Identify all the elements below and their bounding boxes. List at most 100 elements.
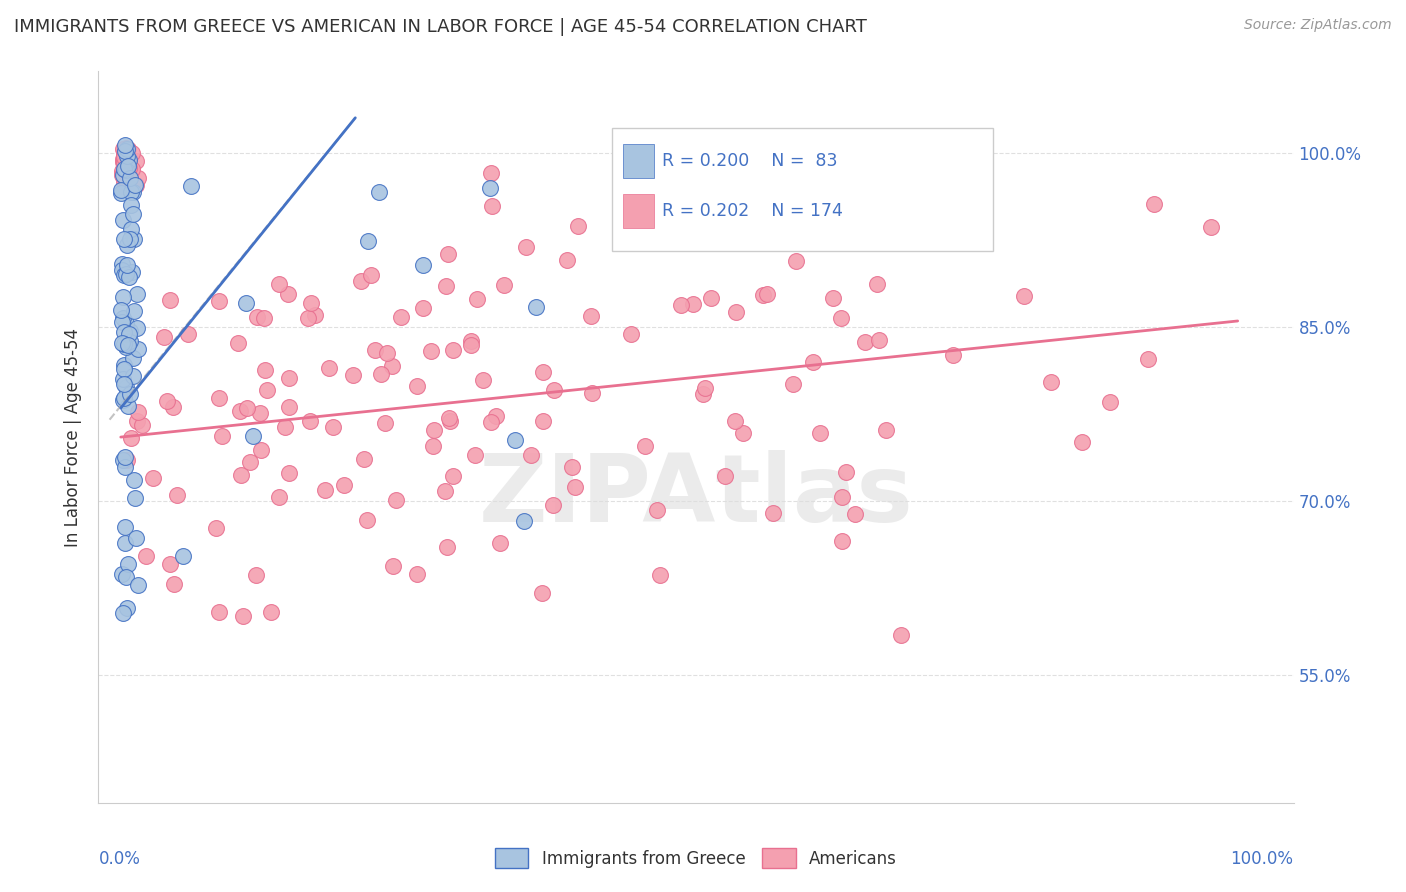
Point <box>700 291 723 305</box>
Point <box>389 310 412 324</box>
Point <box>226 336 249 351</box>
Point <box>733 426 755 441</box>
Point <box>110 302 132 317</box>
Point <box>110 186 132 201</box>
Text: 0.0%: 0.0% <box>98 850 141 868</box>
Point <box>555 253 578 268</box>
Point <box>127 578 149 592</box>
Point <box>142 470 165 484</box>
Point <box>250 443 273 458</box>
Point <box>114 162 136 177</box>
Point <box>235 296 257 310</box>
Point <box>111 290 134 304</box>
Point <box>118 163 141 178</box>
Point <box>531 365 554 379</box>
Point <box>115 173 138 187</box>
Point <box>110 183 132 197</box>
Point <box>111 168 134 182</box>
Point <box>619 327 641 342</box>
Point <box>111 154 134 169</box>
Point <box>866 277 889 292</box>
Point <box>405 567 427 582</box>
Point <box>117 399 139 413</box>
Point <box>269 277 291 291</box>
Point <box>253 363 276 377</box>
Point <box>162 400 184 414</box>
Point <box>120 186 142 200</box>
Point <box>114 180 136 194</box>
Point <box>229 468 252 483</box>
Point <box>112 142 135 156</box>
Point <box>115 161 138 176</box>
Point <box>166 488 188 502</box>
Point <box>114 460 136 475</box>
Point <box>299 414 322 428</box>
Point <box>318 361 340 376</box>
Point <box>277 287 299 301</box>
Point <box>695 381 717 395</box>
Point <box>441 468 464 483</box>
Point <box>125 531 148 545</box>
Point <box>1040 375 1063 389</box>
Point <box>890 628 912 642</box>
Legend: Immigrants from Greece, Americans: Immigrants from Greece, Americans <box>495 848 897 868</box>
Point <box>464 449 486 463</box>
Point <box>121 161 143 176</box>
Point <box>434 279 457 293</box>
Point <box>762 506 785 520</box>
Point <box>278 400 301 414</box>
Point <box>120 197 142 211</box>
Point <box>671 298 693 312</box>
Point <box>114 450 136 464</box>
Point <box>121 265 143 279</box>
Point <box>127 287 149 301</box>
Point <box>831 533 853 548</box>
Point <box>122 351 145 366</box>
Point <box>370 367 392 381</box>
Point <box>159 557 181 571</box>
Point <box>274 420 297 434</box>
Point <box>245 567 267 582</box>
Point <box>531 586 554 600</box>
Point <box>112 165 135 179</box>
Point <box>342 368 364 382</box>
Point <box>125 153 148 168</box>
Point <box>437 410 460 425</box>
Point <box>122 304 145 318</box>
Text: IMMIGRANTS FROM GREECE VS AMERICAN IN LABOR FORCE | AGE 45-54 CORRELATION CHART: IMMIGRANTS FROM GREECE VS AMERICAN IN LA… <box>14 18 868 36</box>
Point <box>682 297 704 311</box>
Point <box>650 567 672 582</box>
Point <box>441 343 464 357</box>
Point <box>350 274 373 288</box>
Point <box>115 141 138 155</box>
Point <box>135 549 157 563</box>
Point <box>423 423 446 437</box>
Point <box>478 180 501 194</box>
Point <box>297 310 319 325</box>
Point <box>235 401 257 415</box>
Point <box>120 171 142 186</box>
Point <box>520 449 543 463</box>
Point <box>543 384 565 398</box>
Point <box>531 414 554 428</box>
Point <box>111 392 134 407</box>
Point <box>114 520 136 534</box>
Point <box>112 268 135 283</box>
Point <box>481 199 503 213</box>
Point <box>115 175 138 189</box>
Point <box>118 324 141 338</box>
Point <box>112 153 135 167</box>
Point <box>875 423 897 437</box>
Point <box>239 455 262 469</box>
Point <box>205 521 228 535</box>
Point <box>124 178 146 193</box>
Point <box>488 536 510 550</box>
Point <box>112 358 135 372</box>
Point <box>117 151 139 165</box>
Point <box>112 337 135 351</box>
Point <box>363 343 385 357</box>
Point <box>1137 351 1160 366</box>
Point <box>112 372 135 386</box>
Point <box>1143 197 1166 211</box>
Point <box>111 606 134 620</box>
